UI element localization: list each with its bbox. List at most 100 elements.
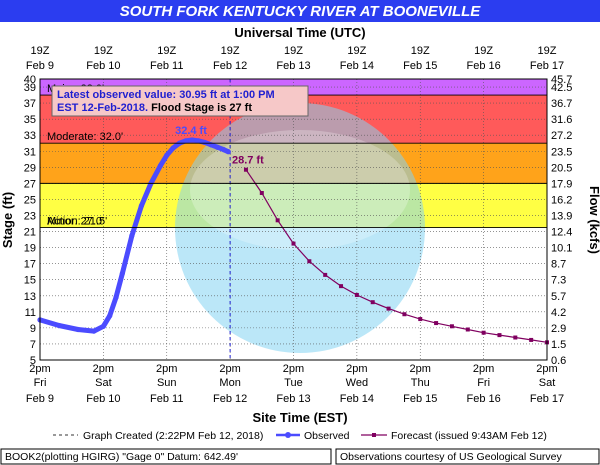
top-tick-time: 19Z: [94, 45, 113, 57]
stage-tick-label: 31: [24, 146, 36, 158]
legend-forecast-marker: [372, 433, 376, 437]
bottom-tick-time: 2pm: [283, 363, 304, 375]
stage-tick-label: 15: [24, 275, 36, 287]
observed-point: [56, 322, 62, 329]
observed-point: [202, 139, 208, 146]
top-tick-time: 19Z: [474, 45, 493, 57]
bottom-tick-time: 2pm: [93, 363, 114, 375]
stage-tick-label: 39: [24, 82, 36, 94]
footer-right-box: [335, 448, 600, 465]
flow-tick-label: 27.2: [551, 130, 572, 142]
observed-point: [75, 326, 81, 333]
forecast-point: [275, 218, 280, 223]
forecast-line: [245, 169, 548, 343]
forecast-point: [370, 300, 375, 305]
bottom-tick-weekday: Fri: [477, 377, 490, 389]
stage-tick-label: 5: [30, 355, 36, 367]
flow-tick-label: 13.9: [551, 210, 572, 222]
bottom-tick-weekday: Fri: [34, 377, 47, 389]
bottom-tick-date: Feb 9: [26, 393, 54, 405]
observed-point: [225, 149, 231, 155]
top-tick-time: 19Z: [411, 45, 430, 57]
forecast-peak-label: 28.7 ft: [232, 155, 264, 167]
top-tick-time: 19Z: [284, 45, 303, 57]
footer-datum: BOOK2(plotting HGIRG) "Gage 0" Datum: 64…: [5, 451, 238, 463]
forecast-point: [418, 317, 423, 322]
stage-tick-label: 7: [30, 339, 36, 351]
top-tick-date: Feb 13: [276, 60, 310, 72]
top-tick-date: Feb 17: [530, 60, 564, 72]
forecast-point: [354, 292, 359, 297]
forecast-point: [243, 167, 248, 172]
flow-tick-label: 8.7: [551, 259, 566, 271]
top-tick-time: 19Z: [31, 45, 50, 57]
observed-point: [138, 203, 144, 209]
forecast-point: [497, 333, 502, 338]
watermark-gull: [190, 130, 410, 250]
bottom-tick-time: 2pm: [473, 363, 494, 375]
legend-forecast-label: Forecast (issued 9:43AM Feb 12): [391, 430, 547, 442]
bottom-tick-time: 2pm: [219, 363, 240, 375]
flow-tick-label: 16.2: [551, 194, 572, 206]
observed-point: [100, 323, 106, 329]
noaa-watermark: [175, 103, 425, 353]
observed-point: [91, 328, 97, 334]
forecast-point: [291, 241, 296, 246]
top-tick-date: Feb 9: [26, 60, 54, 72]
flow-tick-label: 20.5: [551, 162, 572, 174]
bottom-tick-date: Feb 15: [403, 393, 437, 405]
flow-tick-label: 12.4: [551, 227, 572, 239]
y-axis-title: Stage (ft): [0, 192, 15, 248]
bottom-tick-date: Feb 14: [340, 393, 374, 405]
stage-tick-label: 37: [24, 98, 36, 110]
bottom-tick-time: 2pm: [410, 363, 431, 375]
stage-tick-label: 13: [24, 291, 36, 303]
latest-info-box: [51, 85, 309, 117]
top-axis-title: Universal Time (UTC): [234, 25, 365, 40]
latest-info-line2: EST 12-Feb-2018. Flood Stage is 27 ft: [57, 102, 252, 114]
flow-tick-label: 4.2: [551, 307, 566, 319]
observed-point: [214, 144, 221, 150]
forecast-point: [323, 272, 328, 277]
bottom-tick-date: Feb 16: [467, 393, 501, 405]
flow-axis-ticks: 0.6 1.5 2.9 4.2 5.7 7.3 8.7 10.1 12.4 13.9 16.2 17.…: [551, 74, 572, 367]
latest-info-flood-stage: Flood Stage is 27 ft: [148, 102, 252, 114]
observed-point: [164, 152, 170, 158]
title-banner: [0, 0, 600, 22]
flow-tick-label: 1.5: [551, 339, 566, 351]
forecast-point: [481, 330, 486, 335]
bottom-tick-weekday: Thu: [411, 377, 430, 389]
stage-tick-label: 17: [24, 259, 36, 271]
observed-point: [189, 137, 195, 143]
stage-label-minor: Minor: 27.0': [47, 216, 104, 228]
observed-point: [107, 313, 113, 319]
footer-credit: Observations courtesy of US Geological S…: [340, 451, 563, 463]
forecast-point: [339, 284, 344, 289]
flow-tick-label: 45.7: [551, 74, 572, 86]
bottom-tick-weekday: Mon: [219, 377, 240, 389]
stage-tick-label: 35: [24, 114, 36, 126]
flow-tick-label: 5.7: [551, 291, 566, 303]
top-tick-time: 19Z: [538, 45, 557, 57]
bottom-tick-date: Feb 17: [530, 393, 564, 405]
watermark-disk: [175, 103, 425, 353]
forecast-point: [434, 321, 439, 326]
bottom-tick-time: 2pm: [29, 363, 50, 375]
flow-tick-label: 17.9: [551, 178, 572, 190]
forecast-point: [529, 337, 534, 342]
observed-point: [113, 294, 119, 300]
top-tick-date: Feb 16: [467, 60, 501, 72]
flow-tick-label: 7.3: [551, 275, 566, 287]
bottom-tick-time: 2pm: [346, 363, 367, 375]
observed-point: [195, 138, 202, 144]
chart-title: SOUTH FORK KENTUCKY RIVER AT BOONEVILLE: [120, 3, 482, 20]
stage-tick-label: 23: [24, 210, 36, 222]
stage-tick-label: 29: [24, 162, 36, 174]
observed-point: [157, 163, 164, 169]
bottom-tick-date: Feb 11: [150, 393, 183, 405]
footer-left-box: [0, 448, 332, 465]
top-tick-date: Feb 12: [213, 60, 247, 72]
top-tick-time: 19Z: [347, 45, 366, 57]
stage-tick-label: 40: [24, 74, 36, 86]
